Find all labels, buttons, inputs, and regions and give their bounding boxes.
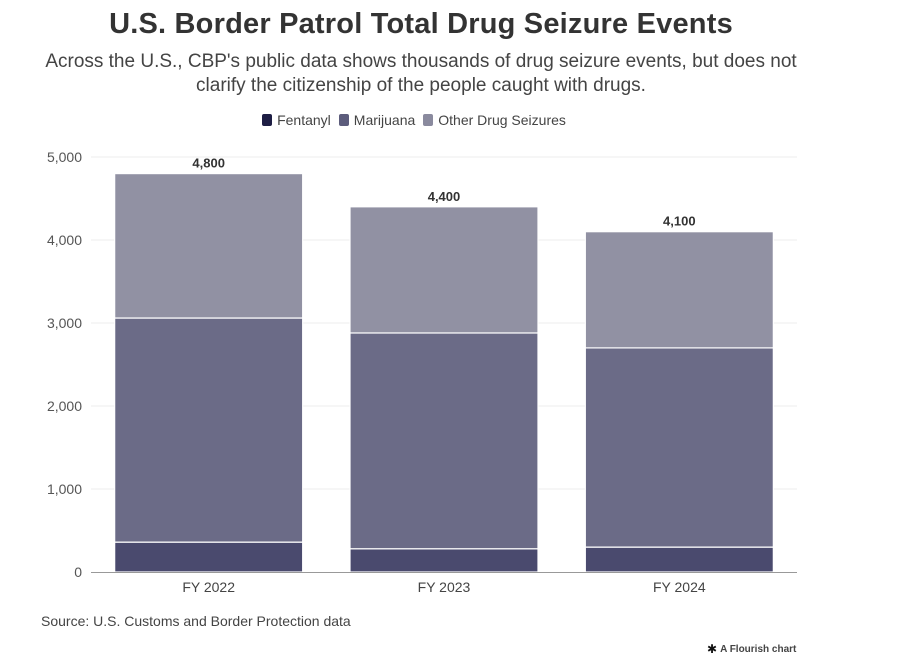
y-tick-label: 5,000 bbox=[47, 149, 82, 165]
legend-item-marijuana[interactable]: Marijuana bbox=[338, 112, 416, 128]
bar-segment bbox=[584, 347, 774, 548]
legend-item-fentanyl[interactable]: Fentanyl bbox=[262, 112, 331, 128]
x-tick-label: FY 2023 bbox=[418, 579, 471, 595]
bar-segment bbox=[349, 332, 539, 550]
bar-segment bbox=[114, 541, 304, 573]
bar-total-label: 4,800 bbox=[192, 156, 225, 171]
y-tick-label: 2,000 bbox=[47, 398, 82, 414]
chart-legend: Fentanyl Marijuana Other Drug Seizures bbox=[0, 112, 828, 128]
y-tick-label: 0 bbox=[74, 564, 82, 580]
flourish-credit[interactable]: ✱ A Flourish chart bbox=[707, 642, 796, 656]
bar-total-label: 4,400 bbox=[428, 189, 461, 204]
bar-segment bbox=[349, 206, 539, 334]
credit-label: A Flourish chart bbox=[720, 643, 797, 655]
legend-swatch-marijuana bbox=[338, 114, 349, 126]
source-note: Source: U.S. Customs and Border Protecti… bbox=[41, 613, 351, 629]
asterisk-icon: ✱ bbox=[707, 642, 718, 656]
legend-label-fentanyl: Fentanyl bbox=[277, 112, 331, 128]
legend-swatch-other-drug-seizures bbox=[423, 114, 434, 126]
x-tick-label: FY 2022 bbox=[182, 579, 235, 595]
y-tick-label: 4,000 bbox=[47, 232, 82, 248]
y-tick-label: 3,000 bbox=[47, 315, 82, 331]
chart-subtitle: Across the U.S., CBP's public data shows… bbox=[45, 51, 797, 96]
bar-segment bbox=[584, 231, 774, 349]
bar-segment bbox=[349, 548, 539, 573]
legend-swatch-fentanyl bbox=[262, 114, 273, 126]
chart-title: U.S. Border Patrol Total Drug Seizure Ev… bbox=[109, 8, 733, 40]
legend-label-marijuana: Marijuana bbox=[353, 112, 416, 128]
legend-label-other-drug-seizures: Other Drug Seizures bbox=[438, 112, 566, 128]
bar-total-label: 4,100 bbox=[663, 214, 696, 229]
bar-segment bbox=[584, 546, 774, 573]
x-tick-label: FY 2024 bbox=[653, 579, 706, 595]
bar-segment bbox=[114, 317, 304, 543]
bar-segment bbox=[114, 173, 304, 319]
legend-item-other-drug-seizures[interactable]: Other Drug Seizures bbox=[423, 112, 566, 128]
y-tick-label: 1,000 bbox=[47, 481, 82, 497]
